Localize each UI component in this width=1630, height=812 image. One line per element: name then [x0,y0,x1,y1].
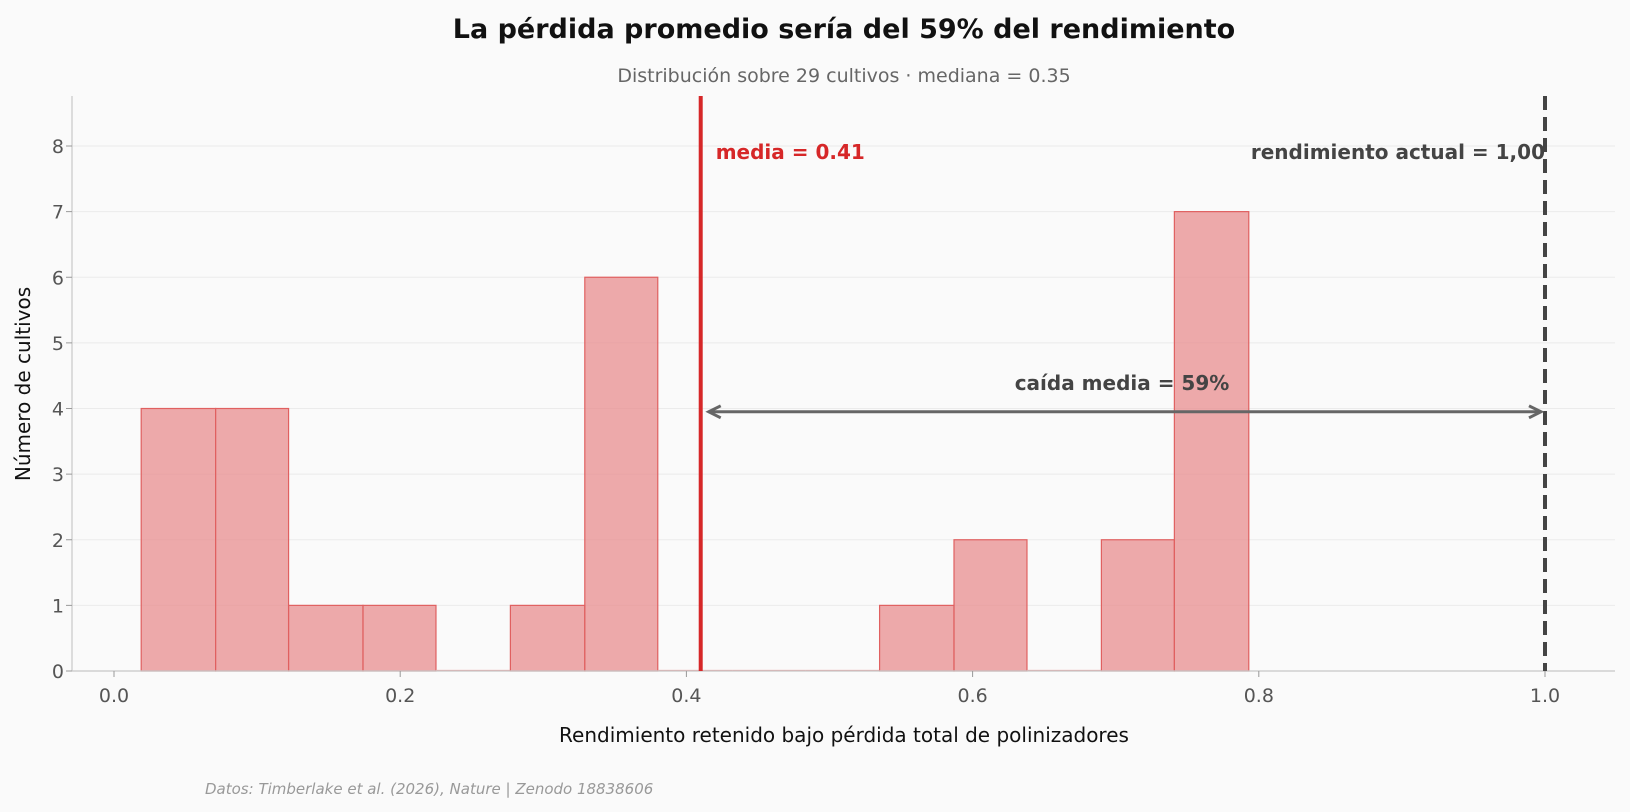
drop-arrow-head-right [1528,404,1545,420]
y-tick-label: 4 [52,399,64,421]
bars [140,211,1250,672]
y-tick-label: 6 [52,267,64,289]
histogram-bar [362,604,437,672]
x-tick-label: 0.8 [1244,685,1274,707]
chart-subtitle: Distribución sobre 29 cultivos · mediana… [617,65,1070,87]
grid [72,145,1615,606]
y-tick-label: 7 [52,202,64,224]
y-axis-label: Número de cultivos [11,287,35,481]
drop-arrow-head-left [705,404,722,420]
x-ticks: 0.0 0.2 0.4 0.6 0.8 1.0 [99,671,1560,707]
mean-label: media = 0.41 [716,140,865,164]
histogram-bar [140,407,217,672]
histogram-bar [1173,211,1250,672]
source-footer: Datos: Timberlake et al. (2026), Nature … [205,780,653,798]
x-tick-label: 0.6 [957,685,987,707]
histogram-bar [1100,539,1175,672]
y-tick-label: 8 [52,136,64,158]
reference-label: rendimiento actual = 1,00 [1251,140,1545,164]
drop-label: caída media = 59% [1015,371,1230,395]
histogram-bar [509,604,586,672]
x-tick-label: 0.4 [671,685,701,707]
y-tick-label: 3 [52,464,64,486]
y-tick-label: 1 [52,595,64,617]
y-tick-label: 2 [52,530,64,552]
y-ticks: 0 1 2 3 4 5 6 7 8 [52,136,72,683]
histogram-bar [287,604,364,672]
y-tick-label: 5 [52,333,64,355]
x-tick-label: 1.0 [1530,685,1560,707]
drop-arrow [705,404,1545,420]
histogram-bar [953,539,1028,672]
y-tick-label: 0 [52,661,64,683]
histogram-bar [878,604,955,672]
histogram-bar [215,407,290,672]
chart-title: La pérdida promedio sería del 59% del re… [453,14,1235,45]
x-tick-label: 0.2 [385,685,415,707]
histogram-bar [584,276,659,672]
x-tick-label: 0.0 [99,685,129,707]
x-axis-label: Rendimiento retenido bajo pérdida total … [559,723,1129,747]
